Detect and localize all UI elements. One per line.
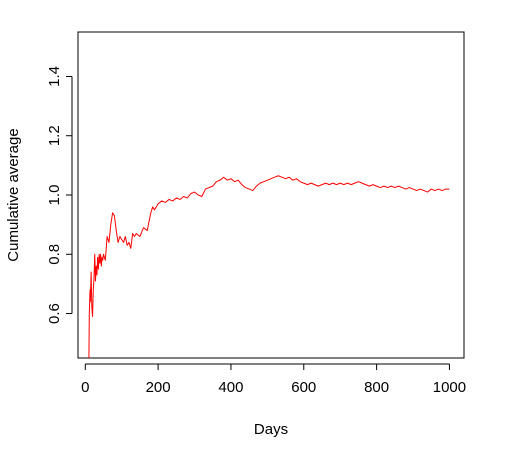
y-tick-label: 1.0 [46, 185, 63, 206]
y-tick-label: 1.4 [46, 66, 63, 87]
y-tick-label: 1.2 [46, 125, 63, 146]
x-tick-label: 0 [81, 379, 89, 396]
x-axis: 0 200 400 600 800 1000 [81, 363, 466, 396]
x-tick-label: 800 [364, 379, 389, 396]
series-layer [88, 175, 450, 358]
y-axis-label: Cumulative average [5, 128, 22, 261]
y-axis: 0.6 0.8 1.0 1.2 1.4 [46, 66, 73, 324]
y-tick-label: 0.8 [46, 244, 63, 265]
x-tick-label: 400 [218, 379, 243, 396]
y-tick-label: 0.6 [46, 303, 63, 324]
x-tick-label: 1000 [433, 379, 466, 396]
x-tick-label: 600 [291, 379, 316, 396]
x-axis-label: Days [254, 421, 288, 438]
series-line-0 [88, 175, 450, 358]
x-tick-label: 200 [146, 379, 171, 396]
plot-frame [77, 31, 465, 359]
